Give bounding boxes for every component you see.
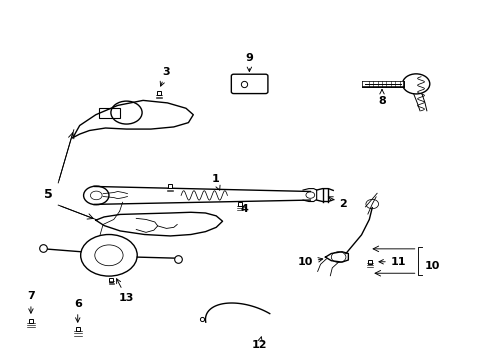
Text: 1: 1	[211, 174, 220, 190]
Text: 8: 8	[377, 90, 385, 106]
Text: 3: 3	[160, 67, 170, 86]
Text: 10: 10	[297, 257, 322, 267]
Text: 13: 13	[116, 279, 134, 303]
Text: 4: 4	[240, 204, 248, 215]
Text: 12: 12	[251, 337, 266, 350]
Text: 11: 11	[378, 257, 406, 267]
Bar	[99, 108, 120, 118]
Text: 5: 5	[44, 188, 53, 201]
Text: 2: 2	[327, 197, 346, 210]
Text: 9: 9	[245, 53, 253, 72]
Text: 7: 7	[27, 291, 35, 313]
Text: 6: 6	[74, 299, 81, 322]
Text: 10: 10	[424, 261, 439, 271]
